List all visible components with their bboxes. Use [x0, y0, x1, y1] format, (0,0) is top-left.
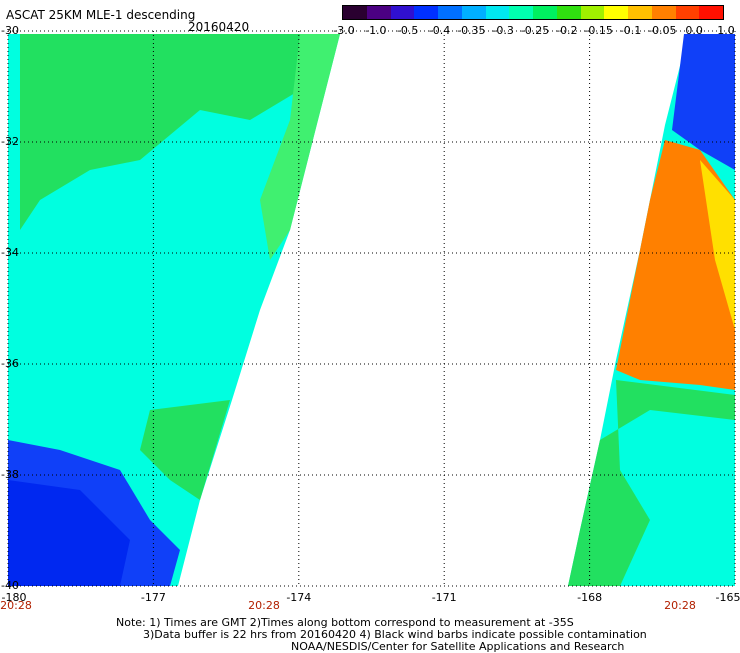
left-swath [8, 34, 340, 586]
lat-tick-label: -30 [1, 24, 19, 37]
right-swath-yellow-edge [700, 160, 735, 330]
colorbar-tick-label: -0.5 [396, 24, 419, 37]
colorbar-segment [675, 6, 700, 19]
lon-tick-label: -165 [715, 591, 740, 604]
right-swath [568, 34, 735, 586]
lon-tick-label: -168 [577, 591, 603, 604]
lon-tick-label: -180 [1, 591, 27, 604]
colorbar-segment [366, 6, 391, 19]
lat-tick-label: -38 [1, 468, 19, 481]
colorbar-segment [556, 6, 581, 19]
colorbar-segment [580, 6, 605, 19]
right-swath-orange-region [616, 140, 735, 390]
colorbar-segment [461, 6, 486, 19]
lat-tick-label: -34 [1, 246, 19, 259]
left-swath-green-edge [260, 34, 340, 260]
colorbar-segment [390, 6, 415, 19]
colorbar-tick-label: -0.35 [457, 24, 486, 37]
colorbar-tick-label: 1.0 [717, 24, 735, 37]
colorbar-segment [438, 6, 462, 19]
colorbar-tick-label: -0.05 [648, 24, 677, 37]
note-line-1: Note: 1) Times are GMT 2)Times along bot… [116, 616, 574, 629]
right-swath-blue-top [672, 34, 735, 170]
note-line-2: 3)Data buffer is 22 hrs from 20160420 4)… [143, 628, 647, 641]
note-line-3: NOAA/NESDIS/Center for Satellite Applica… [291, 640, 625, 653]
colorbar-segment [651, 6, 676, 19]
colorbar-segment [509, 6, 533, 19]
product-date: 20160420 [188, 20, 250, 34]
right-swath-green-region [568, 380, 735, 586]
colorbar [342, 5, 724, 20]
colorbar-tick-label: 0.0 [685, 24, 703, 37]
lat-tick-label: -36 [1, 357, 19, 370]
time-label: 20:28 [248, 599, 280, 612]
lon-tick-label: -177 [140, 591, 166, 604]
lon-tick-label: -174 [286, 591, 312, 604]
colorbar-tick-label: -0.3 [492, 24, 514, 37]
colorbar-tick-label: -1.0 [365, 24, 387, 37]
product-title: ASCAT 25KM MLE-1 descending [6, 8, 196, 22]
left-swath-green-band [20, 34, 300, 230]
time-label: 20:28 [664, 599, 696, 612]
colorbar-tick-label: -0.15 [584, 24, 613, 37]
colorbar-tick-label: -0.25 [520, 24, 550, 37]
left-swath-area [8, 34, 340, 586]
left-swath-green-lower [140, 400, 230, 500]
lon-tick-label: -171 [431, 591, 457, 604]
lat-tick-label: -32 [1, 135, 19, 148]
colorbar-segment [343, 6, 367, 19]
lat-tick-label: -40 [1, 579, 19, 592]
left-swath-deepblue-region [8, 480, 130, 586]
time-label: 20:28 [0, 599, 32, 612]
colorbar-segment [414, 6, 438, 19]
colorbar-segment [604, 6, 628, 19]
grid-lines [7, 30, 736, 587]
colorbar-segment [628, 6, 652, 19]
colorbar-segment [485, 6, 510, 19]
colorbar-tick-label: -0.1 [619, 24, 642, 37]
colorbar-segment [533, 6, 557, 19]
colorbar-segment [699, 6, 723, 19]
colorbar-tick-label: -0.2 [556, 24, 578, 37]
colorbar-tick-label: -0.4 [428, 24, 451, 37]
colorbar-labels: -3.0 -1.0 -0.5 -0.4 -0.35 -0.3 -0.25 -0.2 -0.15-… [330, 24, 740, 38]
